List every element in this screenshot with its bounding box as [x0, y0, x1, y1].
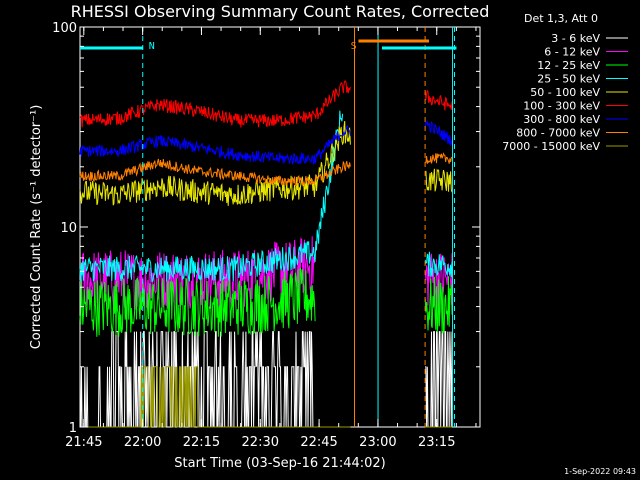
- series-line-800-7000-kev: [79, 152, 453, 187]
- x-tick-label: 23:15: [418, 435, 455, 450]
- legend-label-25-50-kev: 25 - 50 keV: [537, 73, 600, 86]
- x-tick-label: 22:15: [183, 435, 220, 450]
- legend-label-50-100-kev: 50 - 100 keV: [530, 86, 600, 99]
- x-tick-label: 22:45: [300, 435, 337, 450]
- legend-label-6-12-kev: 6 - 12 keV: [544, 46, 600, 59]
- series-line-25-50-kev: [79, 110, 453, 283]
- axis-layer: 21:45 22:00 22:15 22:30 22:45 23:00 23:15 1 10 10…: [52, 21, 480, 450]
- y-axis-label: Corrected Count Rate (s⁻¹ detector⁻¹): [29, 105, 44, 350]
- series-line-100-300-kev: [79, 80, 453, 128]
- y-tick-label: 100: [52, 21, 77, 36]
- x-tick-label: 22:30: [242, 435, 279, 450]
- annotation-s: S: [351, 41, 357, 52]
- y-tick-label: 1: [69, 421, 77, 436]
- legend-label-300-800-kev: 300 - 800 keV: [523, 113, 600, 126]
- legend-label-7000-15000-kev: 7000 - 15000 keV: [502, 140, 600, 153]
- y-tick-label: 10: [60, 221, 77, 236]
- series-line-3-6-kev: [80, 331, 453, 428]
- legend-label-12-25-kev: 12 - 25 keV: [537, 59, 600, 72]
- x-axis-label: Start Time (03-Sep-16 21:44:02): [174, 456, 385, 471]
- annotation-n: N: [149, 41, 155, 52]
- series-layer: [79, 80, 453, 428]
- legend-label-100-300-kev: 100 - 300 keV: [523, 100, 600, 113]
- series-line-12-25-kev: [79, 267, 453, 337]
- legend-label-3-6-kev: 3 - 6 keV: [551, 32, 600, 45]
- series-line-300-800-kev: [79, 120, 453, 166]
- x-tick-label: 21:45: [65, 435, 102, 450]
- x-tick-label: 22:00: [124, 435, 161, 450]
- series-line-7000-15000-kev: [80, 366, 452, 428]
- timestamp: 1-Sep-2022 09:43: [564, 467, 636, 476]
- chart-title: RHESSI Observing Summary Count Rates, Co…: [71, 2, 490, 21]
- series-line-50-100-kev: [79, 120, 453, 206]
- legend-title: Det 1,3, Att 0: [524, 12, 598, 25]
- x-tick-label: 23:00: [359, 435, 396, 450]
- legend-label-800-7000-kev: 800 - 7000 keV: [516, 127, 600, 140]
